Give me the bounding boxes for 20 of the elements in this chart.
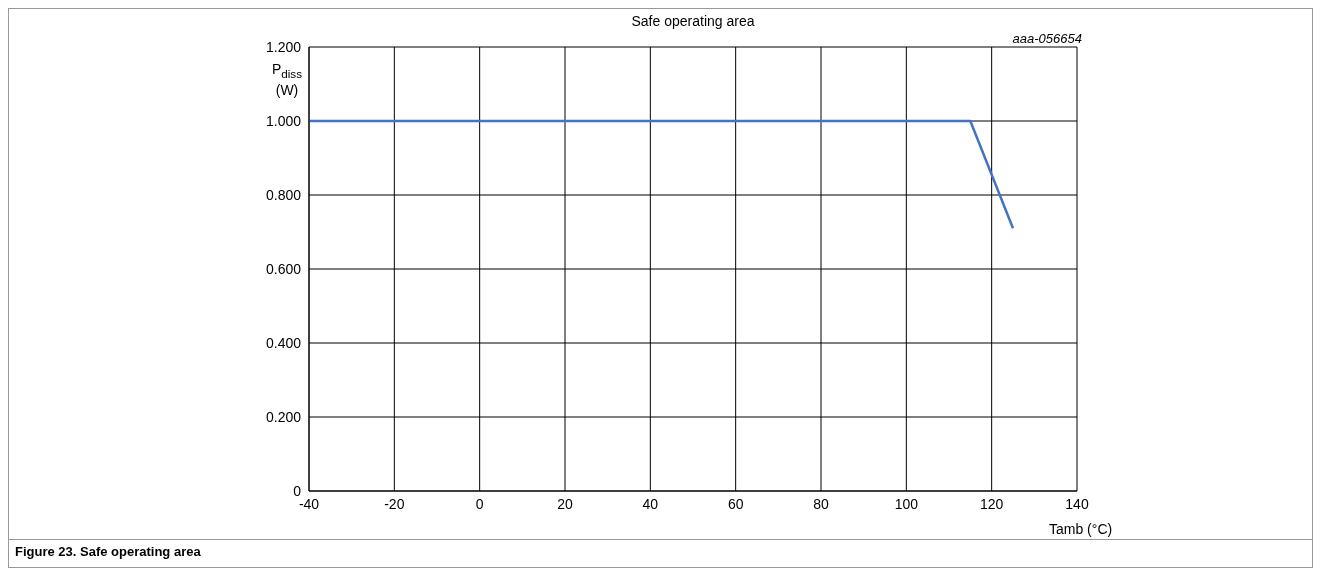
y-tick-label: 0.200 [265,408,302,425]
y-axis-title: P$_{diss}$ (W) [270,61,304,98]
y-tick-label: 1.000 [265,112,302,129]
text: aaa-056654 [1012,31,1082,46]
x-tick-label: 0 [475,495,484,512]
y-tick-label: 0.800 [265,186,302,203]
x-tick-label: 100 [894,495,919,512]
x-axis-title: Tamb (°C) [1049,521,1113,537]
x-tick-label: 60 [727,495,744,512]
x-tick-label: 40 [642,495,659,512]
x-tick-label: -20 [384,495,405,512]
x-tick-label: 120 [979,495,1004,512]
y-tick-label: 0.600 [265,260,302,277]
y-tick-label: 1.200 [265,38,302,55]
x-tick-label: 80 [813,495,829,512]
caption: Figure 23. Safe operating area [9,539,1312,563]
y-tick-label: 0.400 [265,334,302,351]
x-tick-label: 20 [557,495,573,512]
chart-title: Safe operating area [630,13,756,29]
x-tick-label: 140 [1065,495,1089,512]
